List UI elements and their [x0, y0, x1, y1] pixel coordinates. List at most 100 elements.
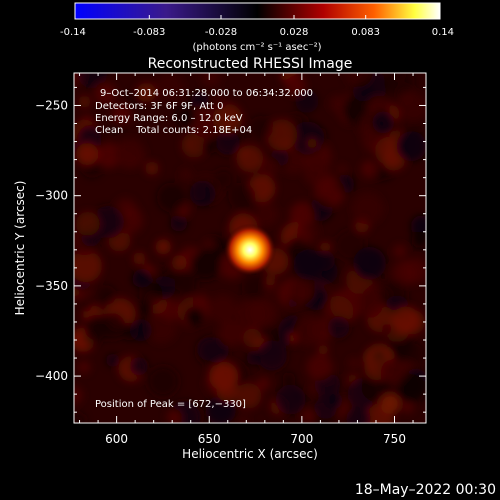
- image-texture: [129, 357, 148, 376]
- image-texture: [190, 107, 221, 138]
- y-tick-label: −250: [35, 98, 68, 112]
- image-texture: [295, 89, 319, 114]
- image-texture: [357, 293, 383, 318]
- image-texture: [392, 306, 420, 335]
- plot-frame: [73, 72, 427, 424]
- image-texture: [351, 192, 384, 225]
- image-texture: [76, 142, 99, 166]
- image-texture: [411, 215, 426, 238]
- image-texture: [77, 360, 91, 374]
- image-texture: [95, 142, 122, 168]
- image-texture: [379, 279, 407, 307]
- image-texture: [74, 386, 83, 404]
- emission-source: [224, 223, 276, 276]
- image-texture: [399, 340, 426, 367]
- image-texture: [306, 138, 318, 149]
- image-texture: [145, 161, 159, 175]
- image-texture: [391, 260, 417, 286]
- image-texture: [327, 316, 350, 339]
- image-texture: [205, 395, 236, 423]
- image-texture: [265, 275, 276, 287]
- image-texture: [383, 73, 415, 97]
- y-tick-label: −400: [35, 369, 68, 383]
- image-texture: [218, 320, 245, 347]
- image-texture: [77, 125, 102, 150]
- image-texture: [91, 205, 125, 239]
- image-texture: [338, 400, 351, 413]
- x-tick-label: 650: [198, 432, 221, 446]
- y-axis: −250 −300 −350 −400: [35, 86, 426, 413]
- image-texture: [402, 401, 414, 413]
- image-texture: [181, 132, 207, 158]
- colorbar-ticks: -0.14 -0.083 -0.028 0.028 0.083 0.14: [60, 15, 454, 38]
- image-texture: [261, 157, 279, 176]
- image-texture: [173, 271, 198, 295]
- image-texture: [236, 383, 262, 409]
- image-texture: [398, 93, 426, 123]
- image-texture: [256, 340, 288, 371]
- image-texture: [202, 140, 216, 154]
- x-tick-label: 600: [105, 432, 128, 446]
- image-texture: [319, 241, 331, 253]
- image-texture: [314, 176, 345, 208]
- image-texture: [98, 313, 126, 340]
- image-texture: [291, 121, 325, 155]
- y-axis-label: Heliocentric Y (arcsec): [13, 181, 27, 316]
- image-texture: [282, 372, 296, 386]
- image-texture: [112, 121, 124, 133]
- image-texture: [397, 374, 426, 404]
- image-texture: [193, 294, 210, 310]
- annotation-energy: Energy Range: 6.0 – 12.0 keV: [95, 113, 243, 124]
- image-texture: [374, 136, 404, 166]
- annotation-detectors: Detectors: 3F 6F 9F, Att 0: [95, 101, 223, 112]
- image-texture: [393, 244, 407, 258]
- image-texture: [306, 354, 333, 381]
- image-texture: [289, 202, 315, 228]
- image-texture: [348, 357, 360, 369]
- image-texture: [263, 284, 275, 296]
- image-texture: [293, 315, 324, 346]
- image-texture: [215, 130, 241, 156]
- image-texture: [275, 384, 306, 415]
- colorbar-tick-label: 0.083: [351, 27, 380, 38]
- image-texture: [237, 414, 250, 423]
- annotation-time: 9–Oct–2014 06:31:28.000 to 06:34:32.000: [100, 88, 313, 99]
- image-texture: [133, 252, 146, 265]
- image-texture: [361, 160, 379, 178]
- image-texture: [379, 393, 401, 415]
- image-texture: [228, 182, 256, 211]
- image-texture: [210, 92, 228, 110]
- image-texture: [96, 285, 117, 305]
- x-axis: 600 650 700 750: [79, 73, 414, 446]
- image-texture: [254, 202, 279, 227]
- image-texture: [201, 73, 221, 88]
- image-texture: [256, 376, 270, 391]
- image-texture: [156, 182, 187, 213]
- image-texture: [248, 115, 274, 141]
- footer-date: 18–May–2022 00:30: [355, 482, 496, 498]
- image-texture: [208, 294, 238, 324]
- image-texture: [111, 104, 132, 124]
- y-tick-label: −300: [35, 189, 68, 203]
- image-texture: [326, 392, 343, 409]
- image-texture: [94, 82, 117, 105]
- image-texture: [78, 95, 91, 108]
- image-texture: [132, 268, 152, 288]
- image-texture: [84, 327, 103, 347]
- image-texture: [247, 297, 278, 328]
- image-texture: [157, 266, 178, 287]
- image-texture: [171, 255, 187, 271]
- image-texture: [130, 143, 144, 157]
- image-texture: [241, 274, 269, 302]
- image-texture: [382, 323, 393, 334]
- image-texture: [154, 73, 184, 103]
- x-tick-label: 700: [290, 432, 313, 446]
- image-texture: [301, 408, 317, 423]
- image-texture: [396, 131, 426, 162]
- annotation-peak-position: Position of Peak = [672,−330]: [95, 399, 246, 410]
- image-texture: [184, 306, 206, 327]
- colorbar-tick-label: -0.14: [60, 27, 86, 38]
- image-texture: [246, 350, 261, 366]
- image-texture: [137, 301, 154, 318]
- colorbar-tick-label: -0.083: [133, 27, 165, 38]
